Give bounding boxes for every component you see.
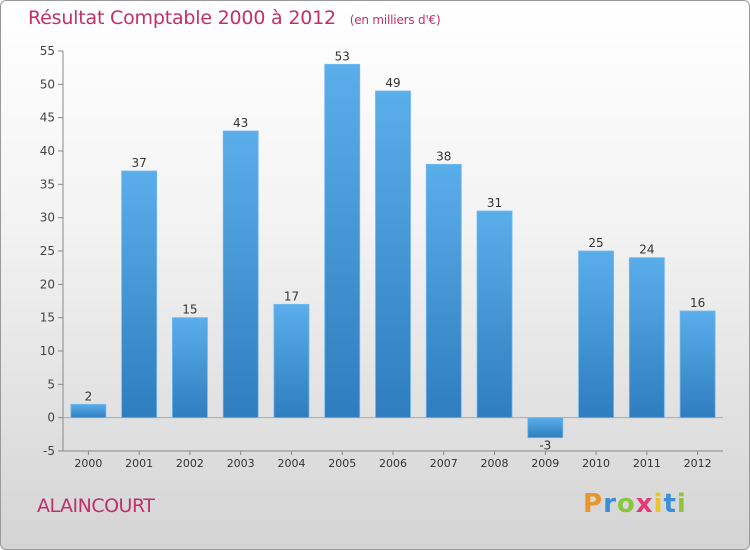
y-tick-label: 10 bbox=[40, 344, 55, 358]
data-label-2003: 43 bbox=[233, 116, 248, 130]
logo-letter: t bbox=[663, 489, 677, 519]
x-tick-label-2001: 2001 bbox=[125, 457, 153, 470]
y-tick-label: -5 bbox=[43, 444, 55, 458]
commune-name: ALAINCOURT bbox=[37, 495, 155, 517]
bar-2002 bbox=[172, 317, 208, 419]
logo-letter: P bbox=[583, 489, 604, 519]
x-tick-label-2012: 2012 bbox=[684, 457, 712, 470]
logo-letter: r bbox=[603, 489, 617, 519]
chart-title-text: Résultat Comptable 2000 à 2012 bbox=[28, 7, 336, 29]
data-label-2009: -3 bbox=[539, 439, 551, 453]
data-label-2004: 17 bbox=[284, 289, 299, 303]
x-tick-label-2000: 2000 bbox=[74, 457, 102, 470]
bar-2010 bbox=[578, 250, 614, 419]
y-tick-label: 50 bbox=[40, 77, 55, 91]
bar-2003 bbox=[222, 130, 259, 419]
data-label-2008: 31 bbox=[487, 196, 502, 210]
bar-2009 bbox=[527, 417, 564, 439]
bar-2001 bbox=[121, 170, 158, 419]
data-label-2007: 38 bbox=[436, 149, 451, 163]
bar-2005 bbox=[324, 63, 361, 419]
x-tick-label-2010: 2010 bbox=[582, 457, 610, 470]
data-label-2002: 15 bbox=[182, 303, 197, 317]
x-tick-label-2005: 2005 bbox=[328, 457, 356, 470]
logo-letter: i bbox=[653, 489, 664, 519]
bar-2004 bbox=[273, 303, 310, 419]
proxiti-logo: Proxiti bbox=[583, 489, 687, 519]
bar-2011 bbox=[628, 257, 665, 419]
y-tick-label: 5 bbox=[47, 377, 55, 391]
bar-2006 bbox=[375, 90, 411, 419]
data-label-2000: 2 bbox=[85, 389, 93, 403]
bar-2012 bbox=[679, 310, 716, 419]
y-tick-label: 35 bbox=[40, 177, 55, 191]
data-label-2006: 49 bbox=[385, 76, 400, 90]
x-tick-label-2007: 2007 bbox=[430, 457, 458, 470]
y-tick-label: 20 bbox=[40, 277, 55, 291]
logo-letter: i bbox=[676, 489, 687, 519]
y-tick-label: 30 bbox=[40, 211, 55, 225]
y-tick-label: 0 bbox=[47, 411, 55, 425]
logo-letter: o bbox=[616, 489, 636, 519]
data-label-2001: 37 bbox=[132, 156, 147, 170]
y-tick-label: 55 bbox=[40, 44, 55, 58]
logo-letter: x bbox=[635, 489, 654, 519]
bar-2007 bbox=[425, 163, 462, 419]
bar-2008 bbox=[476, 210, 513, 419]
y-tick-label: 25 bbox=[40, 244, 55, 258]
data-label-2005: 53 bbox=[335, 49, 350, 63]
x-tick-label-2003: 2003 bbox=[227, 457, 255, 470]
y-tick-label: 40 bbox=[40, 144, 55, 158]
chart-title: Résultat Comptable 2000 à 2012 (en milli… bbox=[28, 7, 441, 29]
x-tick-label-2004: 2004 bbox=[277, 457, 305, 470]
bar-2000 bbox=[70, 403, 107, 419]
x-tick-label-2002: 2002 bbox=[176, 457, 204, 470]
x-tick-label-2008: 2008 bbox=[481, 457, 509, 470]
x-tick-label-2006: 2006 bbox=[379, 457, 407, 470]
y-tick-label: 45 bbox=[40, 111, 55, 125]
x-tick-label-2009: 2009 bbox=[531, 457, 559, 470]
data-label-2011: 24 bbox=[639, 243, 654, 257]
x-tick-label-2011: 2011 bbox=[633, 457, 661, 470]
data-label-2012: 16 bbox=[690, 296, 705, 310]
chart-subtitle: (en milliers d'€) bbox=[349, 13, 441, 27]
data-label-2010: 25 bbox=[588, 236, 603, 250]
y-tick-label: 15 bbox=[40, 311, 55, 325]
